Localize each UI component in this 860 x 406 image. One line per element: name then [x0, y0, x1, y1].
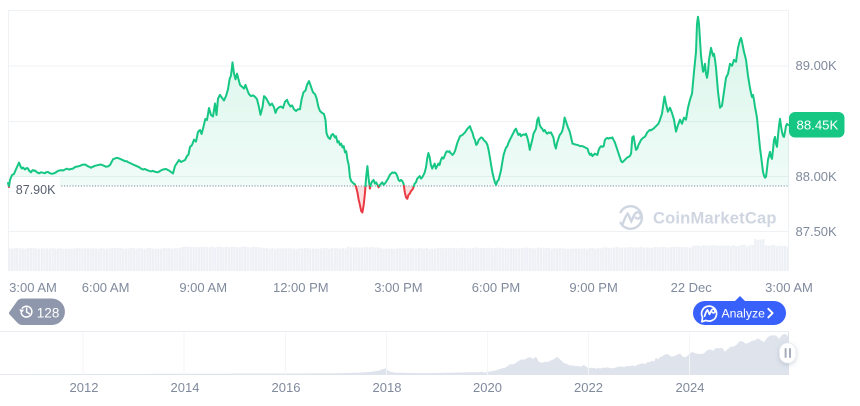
svg-text:2014: 2014: [171, 380, 200, 395]
svg-text:CoinMarketCap: CoinMarketCap: [653, 210, 777, 228]
svg-text:3:00 PM: 3:00 PM: [374, 280, 422, 295]
svg-text:3:00 AM: 3:00 AM: [9, 280, 57, 295]
svg-text:12:00 PM: 12:00 PM: [273, 280, 329, 295]
svg-text:2012: 2012: [70, 380, 99, 395]
svg-text:88.45K: 88.45K: [797, 118, 839, 133]
svg-text:9:00 PM: 9:00 PM: [569, 280, 617, 295]
svg-text:2022: 2022: [574, 380, 603, 395]
svg-text:2020: 2020: [473, 380, 502, 395]
svg-text:6:00 PM: 6:00 PM: [472, 280, 520, 295]
svg-text:2016: 2016: [272, 380, 301, 395]
svg-text:9:00 AM: 9:00 AM: [179, 280, 227, 295]
svg-text:88.00K: 88.00K: [796, 169, 838, 184]
svg-text:Analyze: Analyze: [722, 306, 766, 320]
svg-text:22 Dec: 22 Dec: [671, 280, 713, 295]
svg-text:2024: 2024: [676, 380, 705, 395]
svg-text:3:00 AM: 3:00 AM: [765, 280, 813, 295]
svg-text:89.00K: 89.00K: [796, 58, 838, 73]
svg-text:87.50K: 87.50K: [796, 224, 838, 239]
svg-text:128: 128: [37, 305, 60, 320]
svg-text:87.90K: 87.90K: [16, 183, 56, 197]
svg-text:6:00 AM: 6:00 AM: [82, 280, 130, 295]
svg-text:2018: 2018: [373, 380, 402, 395]
